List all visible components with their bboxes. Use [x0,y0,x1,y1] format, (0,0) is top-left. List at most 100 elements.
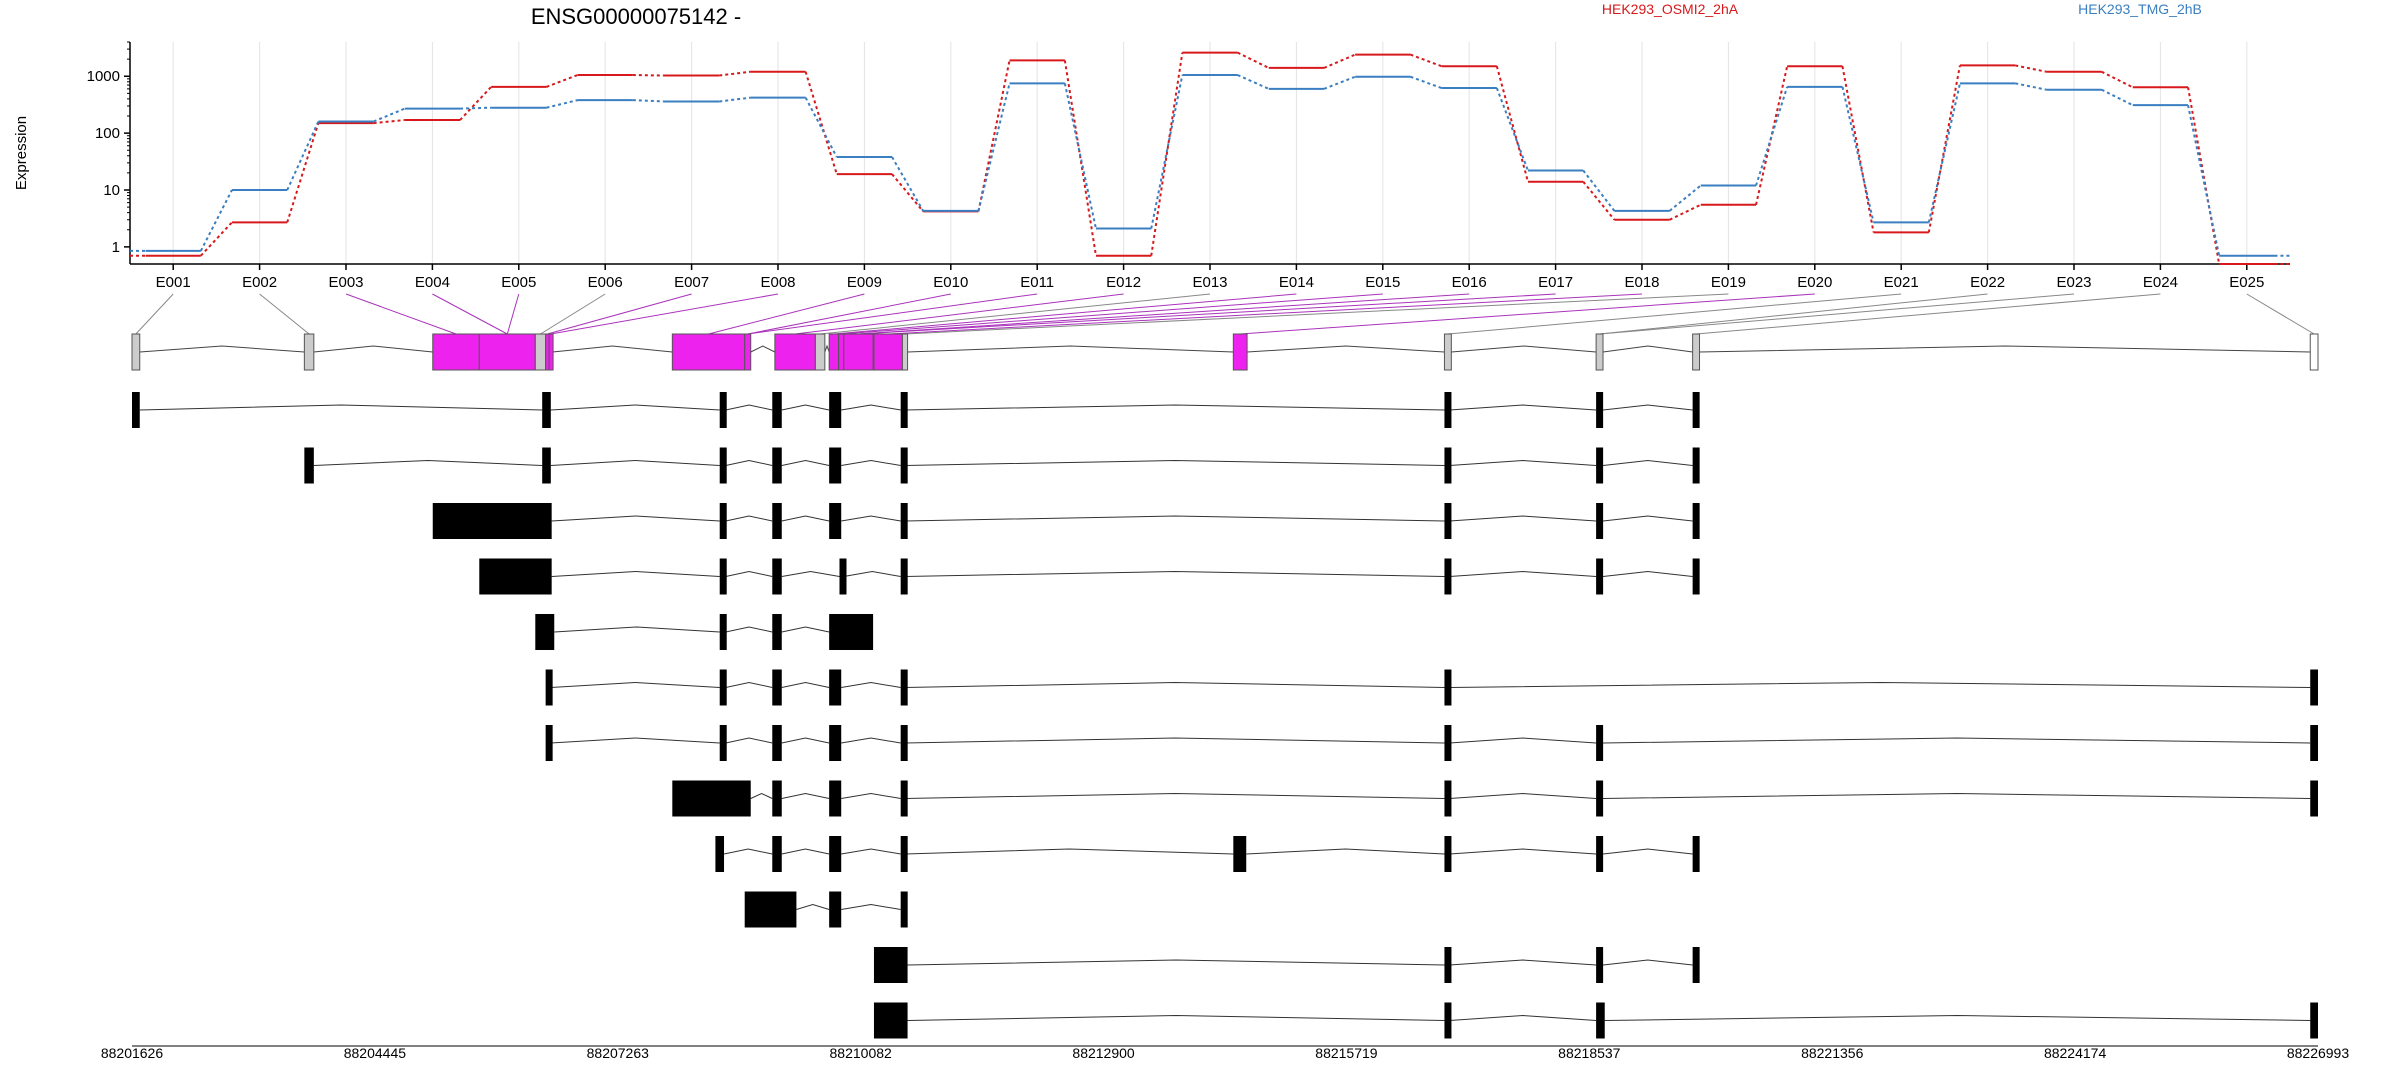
x-tick-label-E001: E001 [156,274,191,291]
transcript-intron [905,516,1444,521]
transcript-intron [551,683,720,688]
series-connector [1324,55,1355,68]
transcript-intron [1450,1016,1596,1021]
legend-entry-HEK293_OSMI2_2hA: HEK293_OSMI2_2hA [1602,1,1739,17]
transcript-exon [1444,947,1451,983]
series-connector [1151,53,1182,256]
transcript-exon [772,448,781,484]
transcript-exon [1444,392,1451,428]
transcript-intron [905,794,1444,799]
bin-intron [1700,346,2311,352]
transcript-intron [1450,461,1596,466]
transcript-intron [1603,461,1693,466]
x-tick-label-E006: E006 [588,274,623,291]
exon-bin-E005 [535,334,545,370]
transcript-intron [905,572,1444,577]
transcript-intron [751,794,773,799]
series-connector [806,72,837,174]
series-connector [287,122,318,190]
bin-connector-E002 [260,294,309,334]
bin-intron [1451,346,1596,352]
bin-intron [1247,346,1444,352]
bin-connector-E003 [346,294,456,334]
transcript-exon [2310,1003,2318,1039]
series-connector [1410,55,1441,67]
transcript-exon [715,836,724,872]
transcript-exon [1444,503,1451,539]
transcript-intron [726,461,773,466]
series-connector [633,100,664,101]
series-connector [2102,90,2133,105]
series-connector [2102,72,2133,88]
exon-bin-E013 [839,334,844,370]
bin-intron [908,346,1234,352]
transcript-exon [1596,1003,1605,1039]
transcript-intron [726,572,773,577]
exon-bin-row [132,334,2318,370]
transcript-intron [554,627,719,632]
exon-bin-E018 [1444,334,1451,370]
transcript-exon [829,836,841,872]
transcript-intron [841,849,900,854]
transcript-exon [829,448,841,484]
transcript-exon [1693,392,1700,428]
transcript-8 [672,781,2318,817]
transcript-exon [772,725,781,761]
transcript-intron [726,627,773,632]
transcript-intron [1450,405,1596,410]
transcript-intron [551,405,720,410]
transcript-exon [2310,725,2318,761]
transcript-exon [720,559,727,595]
series-connector [287,123,318,222]
transcript-intron [905,461,1444,466]
transcript-exon [1444,670,1451,706]
bin-intron [751,346,775,352]
x-tick-label-E019: E019 [1711,274,1746,291]
bin-connector-E004 [432,294,507,334]
series-connector [201,190,232,251]
series-connector [460,87,491,120]
transcript-intron [782,627,829,632]
transcript-exon [829,725,841,761]
transcript-exon [1693,947,1700,983]
transcript-intron [1450,738,1596,743]
transcript-exon [132,392,140,428]
chart-title: ENSG00000075142 - [531,4,741,29]
x-tick-label-E015: E015 [1365,274,1400,291]
genome-tick-label: 88212900 [1072,1045,1135,1060]
genome-tick-label: 88210082 [830,1045,893,1060]
transcript-intron [1450,849,1596,854]
series-connector [978,83,1009,210]
transcript-intron [1603,849,1693,854]
x-tick-label-E012: E012 [1106,274,1141,291]
exon-bin-E007 [549,334,553,370]
genome-tick-label: 88207263 [587,1045,650,1060]
series-connector [460,108,491,109]
transcript-exon [672,781,750,817]
series-connector [1929,65,1960,232]
transcript-exon [901,448,908,484]
x-tick-label-E005: E005 [501,274,536,291]
series-connector [1756,87,1787,186]
y-axis-label: Expression [13,116,30,190]
series-connector [719,72,750,76]
transcript-intron [1450,683,2311,688]
transcript-intron [314,461,542,466]
series-connector [1842,66,1873,232]
transcript-intron [782,683,829,688]
transcript-exon [901,892,908,928]
transcript-11 [874,947,1700,983]
x-tick-label-E021: E021 [1884,274,1919,291]
series-connector [546,100,577,108]
series-connector [1238,53,1269,68]
bin-connector-E006 [540,294,605,334]
transcript-intron [724,849,772,854]
transcript-intron [1605,1016,2311,1021]
transcript-exon [874,1003,908,1039]
transcript-5 [535,614,873,650]
x-tick-label-E003: E003 [328,274,363,291]
transcript-intron [726,516,773,521]
transcript-exon [874,947,908,983]
bin-connector-E013 [820,294,1210,334]
